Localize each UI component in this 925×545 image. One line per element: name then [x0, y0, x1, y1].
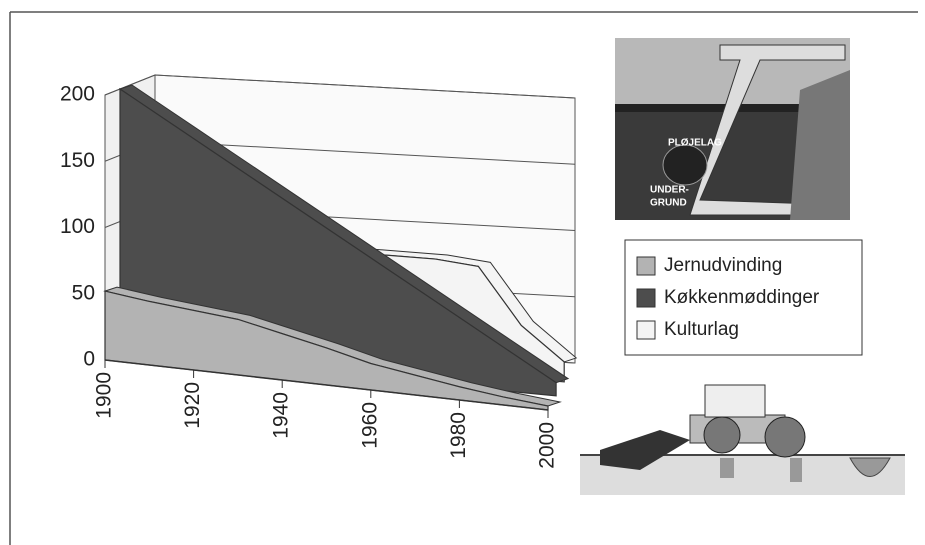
y-tick-label: 150	[60, 149, 95, 172]
x-tick-label: 1940	[270, 392, 293, 439]
y-tick-label: 0	[83, 348, 95, 371]
legend-swatch	[637, 257, 655, 275]
y-tick-label: 200	[60, 83, 95, 106]
x-tick-label: 1980	[447, 412, 470, 459]
plow-illustration: PLØJELAG UNDER- GRUND	[615, 38, 850, 220]
legend-label: Jernudvinding	[664, 255, 782, 276]
illustration-label: UNDER-	[650, 185, 689, 196]
illustration-label: GRUND	[650, 198, 687, 209]
tractor-illustration	[580, 385, 905, 495]
x-tick-label: 1920	[181, 382, 204, 429]
legend-label: Kulturlag	[664, 319, 739, 340]
legend-swatch	[637, 289, 655, 307]
x-tick-label: 2000	[536, 422, 559, 469]
x-tick-label: 1960	[358, 402, 381, 449]
page: PLØJELAG UNDER- GRUND 0 50 100 150 200 1900 19…	[0, 0, 925, 545]
y-tick-label: 50	[72, 281, 95, 304]
chart: PLØJELAG UNDER- GRUND 0 50 100 150 200 1900 19…	[0, 0, 925, 545]
legend-swatch	[637, 321, 655, 339]
y-tick-label: 100	[60, 215, 95, 238]
legend-label: Køkkenmøddinger	[664, 287, 820, 308]
illustration-label: PLØJELAG	[668, 138, 722, 149]
x-tick-label: 1900	[93, 372, 116, 419]
